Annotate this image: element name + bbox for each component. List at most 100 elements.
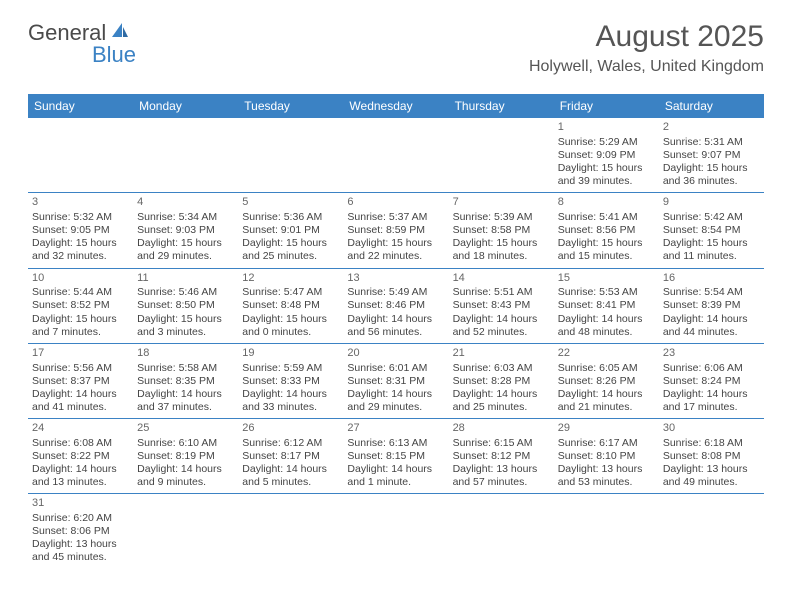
day-cell: 14Sunrise: 5:51 AMSunset: 8:43 PMDayligh…: [449, 269, 554, 343]
day-cell: 13Sunrise: 5:49 AMSunset: 8:46 PMDayligh…: [343, 269, 448, 343]
dayhead-sun: Sunday: [28, 94, 133, 118]
logo-text-2: Blue: [92, 42, 136, 68]
day-cell: 24Sunrise: 6:08 AMSunset: 8:22 PMDayligh…: [28, 419, 133, 493]
day-cell: [449, 494, 554, 568]
sunset-text: Sunset: 9:09 PM: [558, 149, 655, 162]
day-number: 24: [32, 422, 129, 436]
sunrise-text: Sunrise: 5:32 AM: [32, 211, 129, 224]
day-cell: [238, 118, 343, 192]
day-cell: 25Sunrise: 6:10 AMSunset: 8:19 PMDayligh…: [133, 419, 238, 493]
sunset-text: Sunset: 8:22 PM: [32, 450, 129, 463]
day-cell: 23Sunrise: 6:06 AMSunset: 8:24 PMDayligh…: [659, 344, 764, 418]
day-cell: [554, 494, 659, 568]
sunrise-text: Sunrise: 6:18 AM: [663, 437, 760, 450]
day-cell: [343, 494, 448, 568]
day-number: 13: [347, 272, 444, 286]
day-number: 7: [453, 196, 550, 210]
day-cell: [28, 118, 133, 192]
day-number: 25: [137, 422, 234, 436]
day-cell: 15Sunrise: 5:53 AMSunset: 8:41 PMDayligh…: [554, 269, 659, 343]
day-number: 15: [558, 272, 655, 286]
sunset-text: Sunset: 8:19 PM: [137, 450, 234, 463]
daylight-text: Daylight: 15 hours and 0 minutes.: [242, 313, 339, 339]
sunrise-text: Sunrise: 5:34 AM: [137, 211, 234, 224]
day-number: 11: [137, 272, 234, 286]
day-number: 26: [242, 422, 339, 436]
day-number: 3: [32, 196, 129, 210]
daylight-text: Daylight: 15 hours and 29 minutes.: [137, 237, 234, 263]
sunrise-text: Sunrise: 5:44 AM: [32, 286, 129, 299]
week-row: 24Sunrise: 6:08 AMSunset: 8:22 PMDayligh…: [28, 419, 764, 494]
daylight-text: Daylight: 15 hours and 32 minutes.: [32, 237, 129, 263]
daylight-text: Daylight: 14 hours and 5 minutes.: [242, 463, 339, 489]
day-cell: 29Sunrise: 6:17 AMSunset: 8:10 PMDayligh…: [554, 419, 659, 493]
day-cell: [238, 494, 343, 568]
day-cell: 27Sunrise: 6:13 AMSunset: 8:15 PMDayligh…: [343, 419, 448, 493]
day-number: 19: [242, 347, 339, 361]
sunrise-text: Sunrise: 5:47 AM: [242, 286, 339, 299]
daylight-text: Daylight: 14 hours and 44 minutes.: [663, 313, 760, 339]
day-number: 28: [453, 422, 550, 436]
sunset-text: Sunset: 8:10 PM: [558, 450, 655, 463]
sunrise-text: Sunrise: 5:39 AM: [453, 211, 550, 224]
daylight-text: Daylight: 14 hours and 33 minutes.: [242, 388, 339, 414]
sunset-text: Sunset: 8:31 PM: [347, 375, 444, 388]
sunset-text: Sunset: 8:28 PM: [453, 375, 550, 388]
sunrise-text: Sunrise: 5:37 AM: [347, 211, 444, 224]
title-block: August 2025 Holywell, Wales, United King…: [529, 20, 764, 76]
daylight-text: Daylight: 14 hours and 29 minutes.: [347, 388, 444, 414]
sunset-text: Sunset: 8:17 PM: [242, 450, 339, 463]
daylight-text: Daylight: 15 hours and 3 minutes.: [137, 313, 234, 339]
day-cell: 18Sunrise: 5:58 AMSunset: 8:35 PMDayligh…: [133, 344, 238, 418]
daylight-text: Daylight: 14 hours and 1 minute.: [347, 463, 444, 489]
sunset-text: Sunset: 9:05 PM: [32, 224, 129, 237]
day-number: 9: [663, 196, 760, 210]
day-number: 30: [663, 422, 760, 436]
daylight-text: Daylight: 14 hours and 56 minutes.: [347, 313, 444, 339]
day-cell: 19Sunrise: 5:59 AMSunset: 8:33 PMDayligh…: [238, 344, 343, 418]
day-cell: 21Sunrise: 6:03 AMSunset: 8:28 PMDayligh…: [449, 344, 554, 418]
day-cell: 26Sunrise: 6:12 AMSunset: 8:17 PMDayligh…: [238, 419, 343, 493]
day-number: 16: [663, 272, 760, 286]
sunrise-text: Sunrise: 6:12 AM: [242, 437, 339, 450]
day-cell: 4Sunrise: 5:34 AMSunset: 9:03 PMDaylight…: [133, 193, 238, 267]
dayhead-thu: Thursday: [449, 94, 554, 118]
day-number: 20: [347, 347, 444, 361]
daylight-text: Daylight: 13 hours and 45 minutes.: [32, 538, 129, 564]
sunrise-text: Sunrise: 5:31 AM: [663, 136, 760, 149]
daylight-text: Daylight: 15 hours and 25 minutes.: [242, 237, 339, 263]
daylight-text: Daylight: 14 hours and 13 minutes.: [32, 463, 129, 489]
day-number: 22: [558, 347, 655, 361]
day-number: 31: [32, 497, 129, 511]
day-cell: 20Sunrise: 6:01 AMSunset: 8:31 PMDayligh…: [343, 344, 448, 418]
day-number: 29: [558, 422, 655, 436]
sail-icon: [110, 21, 130, 39]
day-number: 14: [453, 272, 550, 286]
sunset-text: Sunset: 8:43 PM: [453, 299, 550, 312]
day-cell: 6Sunrise: 5:37 AMSunset: 8:59 PMDaylight…: [343, 193, 448, 267]
day-cell: [133, 118, 238, 192]
day-number: 27: [347, 422, 444, 436]
sunset-text: Sunset: 9:01 PM: [242, 224, 339, 237]
sunrise-text: Sunrise: 5:36 AM: [242, 211, 339, 224]
sunrise-text: Sunrise: 6:06 AM: [663, 362, 760, 375]
daylight-text: Daylight: 14 hours and 17 minutes.: [663, 388, 760, 414]
dayhead-sat: Saturday: [659, 94, 764, 118]
sunrise-text: Sunrise: 5:56 AM: [32, 362, 129, 375]
daylight-text: Daylight: 15 hours and 36 minutes.: [663, 162, 760, 188]
sunset-text: Sunset: 8:12 PM: [453, 450, 550, 463]
sunset-text: Sunset: 9:03 PM: [137, 224, 234, 237]
sunset-text: Sunset: 8:15 PM: [347, 450, 444, 463]
daylight-text: Daylight: 15 hours and 18 minutes.: [453, 237, 550, 263]
dayhead-mon: Monday: [133, 94, 238, 118]
day-cell: 8Sunrise: 5:41 AMSunset: 8:56 PMDaylight…: [554, 193, 659, 267]
day-number: 10: [32, 272, 129, 286]
daylight-text: Daylight: 15 hours and 7 minutes.: [32, 313, 129, 339]
day-cell: 2Sunrise: 5:31 AMSunset: 9:07 PMDaylight…: [659, 118, 764, 192]
day-number: 6: [347, 196, 444, 210]
day-cell: 11Sunrise: 5:46 AMSunset: 8:50 PMDayligh…: [133, 269, 238, 343]
day-cell: 17Sunrise: 5:56 AMSunset: 8:37 PMDayligh…: [28, 344, 133, 418]
daylight-text: Daylight: 14 hours and 41 minutes.: [32, 388, 129, 414]
day-number: 12: [242, 272, 339, 286]
sunrise-text: Sunrise: 5:29 AM: [558, 136, 655, 149]
